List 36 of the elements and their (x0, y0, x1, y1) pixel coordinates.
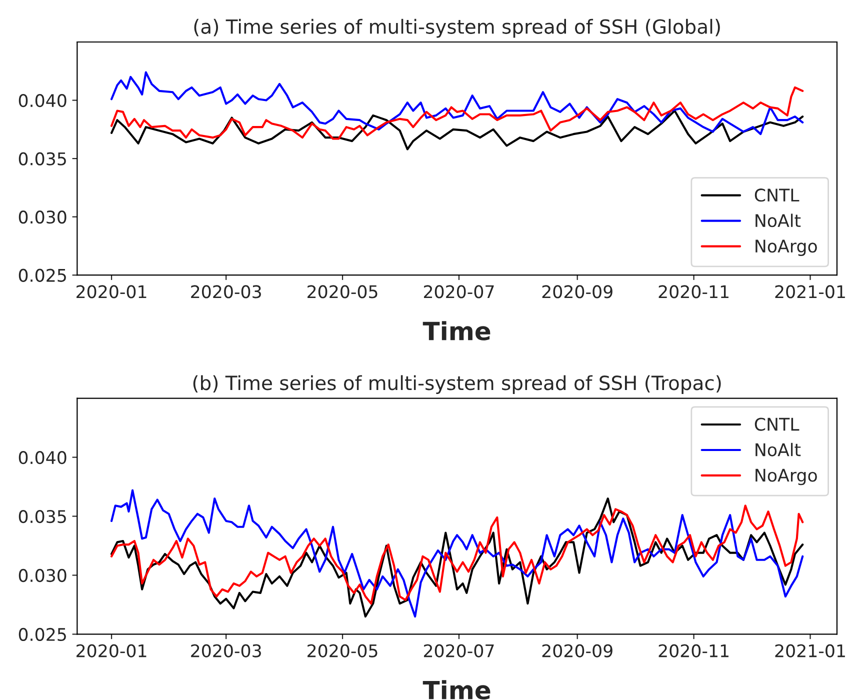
chart-title: (a) Time series of multi-system spread of SSH (Global) (194, 18, 720, 38)
y-tick-label: 0.030 (18, 210, 66, 224)
legend-label: CNTL (754, 188, 800, 202)
legend-label: NoAlt (756, 442, 801, 456)
chart-title: (b) Time series of multi-system spread of SSH (Tropac) (193, 375, 721, 394)
x-tick-label: 2021-01 (775, 285, 845, 298)
x-tick-label: 2021-01 (775, 644, 845, 658)
x-tick-label: 2020-11 (658, 644, 728, 658)
x-tick-label: 2020-03 (191, 285, 261, 298)
legend-label: NoAlt (756, 214, 801, 228)
y-tick-label: 0.025 (18, 268, 66, 282)
y-tick-label: 0.030 (18, 568, 66, 582)
x-tick-label: 2020-09 (542, 285, 612, 298)
x-tick-label: 2020-05 (308, 285, 378, 298)
x-axis-title: Time (422, 680, 490, 700)
line-series (110, 71, 804, 136)
legend-label: NoArgo (756, 240, 817, 256)
x-axis-title: Time (422, 321, 490, 340)
legend-label: CNTL (754, 418, 800, 431)
x-tick-label: 2020-07 (424, 285, 494, 298)
y-tick-label: 0.035 (18, 510, 66, 524)
line-series (110, 110, 804, 150)
x-tick-label: 2020-05 (308, 644, 378, 658)
x-tick-label: 2020-11 (658, 285, 728, 298)
y-tick-label: 0.025 (18, 628, 66, 642)
x-tick-label: 2020-01 (76, 644, 146, 658)
legend-label: NoArgo (756, 468, 817, 486)
x-tick-label: 2020-03 (191, 644, 261, 658)
line-series (110, 504, 804, 605)
y-tick-label: 0.040 (18, 450, 66, 464)
x-tick-label: 2020-07 (424, 644, 494, 658)
y-tick-label: 0.040 (18, 94, 66, 108)
x-tick-label: 2020-09 (542, 644, 612, 658)
x-tick-label: 2020-01 (76, 285, 146, 298)
y-tick-label: 0.035 (18, 152, 66, 166)
line-series (110, 86, 804, 140)
